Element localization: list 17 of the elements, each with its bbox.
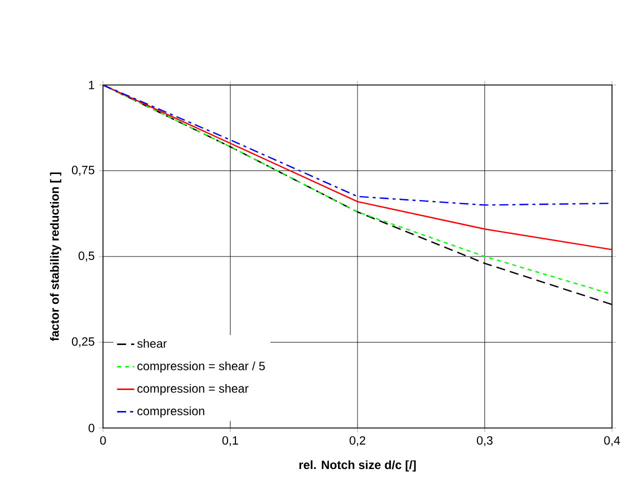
x-axis-title: rel. Notch size d/c [/] (299, 460, 416, 472)
legend-label: compression = shear / 5 (137, 361, 265, 373)
x-tick-label: 0,2 (350, 436, 366, 446)
y-tick-label: 0,25 (72, 337, 94, 348)
legend-label: compression (137, 406, 204, 418)
y-axis-title: factor of stability reduction [ ] (50, 172, 62, 341)
line-series (103, 84, 612, 250)
legend-label: shear (137, 338, 167, 348)
x-tick-label: 0,1 (222, 436, 238, 446)
y-tick-label: 1 (89, 80, 94, 90)
x-tick-label: 0,3 (476, 436, 493, 446)
y-tick-label: 0 (88, 424, 94, 432)
legend-label: compression = shear (137, 384, 248, 396)
x-tick-label: 0 (100, 436, 106, 445)
y-tick-label: 0,75 (72, 166, 94, 176)
y-tick-label: 0,5 (78, 252, 94, 262)
x-tick-label: 0,4 (604, 436, 620, 446)
